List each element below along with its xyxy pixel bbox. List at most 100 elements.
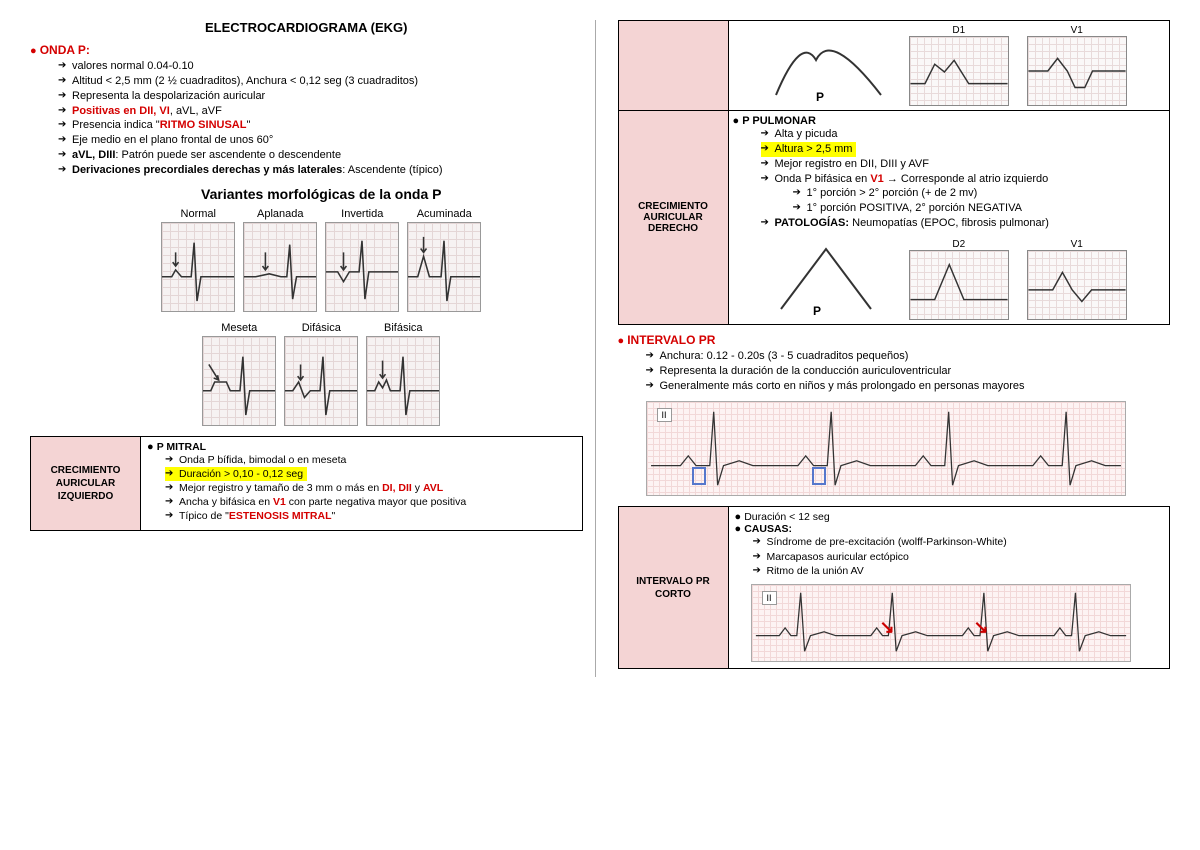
list-item: Ancha y bifásica en V1 con parte negativ… [165, 495, 576, 509]
list-item: 1° porción POSITIVA, 2° porción NEGATIVA [793, 201, 1166, 216]
intervalo-pr-heading: INTERVALO PR [618, 333, 1171, 347]
lead-label: V1 [1027, 25, 1127, 36]
list-item: Generalmente más corto en niños y más pr… [646, 379, 1171, 394]
variant: Invertida [325, 208, 399, 312]
text: → Corresponde al atrio izquierdo [884, 173, 1048, 185]
ekg-thumbnail [1027, 36, 1127, 106]
red-text: ESTENOSIS MITRAL [229, 510, 332, 522]
text: , aVL, aVF [170, 105, 222, 117]
table-content-cell: Duración < 12 seg CAUSAS: Síndrome de pr… [729, 507, 1170, 668]
list-item: Típico de "ESTENOSIS MITRAL" [165, 509, 576, 523]
triple-ekg: P D1 V1 [733, 25, 1166, 106]
wave-diagram: P [771, 239, 891, 319]
lead-tag: II [762, 591, 777, 605]
crec-der-row-top: P D1 V1 [619, 21, 1170, 111]
table-label-cell: CRECIMIENTO AURICULAR IZQUIERDO [31, 437, 141, 530]
red-arrow-icon: ↘ [880, 617, 895, 638]
list-item: Onda P bífida, bimodal o en meseta [165, 453, 576, 467]
list-item: Presencia indica "RITMO SINUSAL" [58, 118, 583, 133]
list-item: Marcapasos auricular ectópico [753, 550, 1164, 564]
p-pulmonar-list: Alta y picuda Altura > 2,5 mm Mejor regi… [733, 127, 1166, 231]
variant-label: Meseta [202, 322, 276, 334]
left-column: ELECTROCARDIOGRAMA (EKG) ONDA P: valores… [30, 20, 596, 677]
list-item: Mejor registro y tamaño de 3 mm o más en… [165, 481, 576, 495]
crec-izq-table: CRECIMIENTO AURICULAR IZQUIERDO P MITRAL… [30, 436, 583, 531]
variant: Difásica [284, 322, 358, 426]
text: con parte negativa mayor que positiva [286, 496, 466, 508]
variants-title: Variantes morfológicas de la onda P [60, 186, 583, 202]
bold-text: PATOLOGÍAS: [775, 217, 850, 229]
text: y [412, 482, 423, 494]
p-mitral-list: Onda P bífida, bimodal o en meseta Durac… [147, 453, 576, 524]
ekg-mini-labeled: D1 [909, 25, 1009, 106]
list-item: Positivas en DII, VI, aVL, aVF [58, 104, 583, 119]
variant-label: Aplanada [243, 208, 317, 220]
empty-label-cell [619, 21, 729, 110]
p-pulmonar-head: P PULMONAR [733, 115, 1166, 127]
triple-ekg: P D2 V1 [733, 239, 1166, 320]
p-label: P [816, 90, 824, 104]
ekg-thumbnail [284, 336, 358, 426]
p-label: P [813, 304, 821, 318]
variant-label: Invertida [325, 208, 399, 220]
ekg-mini-labeled: V1 [1027, 25, 1127, 106]
text: Presencia indica " [72, 119, 160, 131]
variants-row-2: Meseta Difásica Bifásica [60, 322, 583, 426]
list-item: aVL, DIII: Patrón puede ser ascendente o… [58, 148, 583, 163]
red-text: V1 [273, 496, 286, 508]
ekg-thumbnail [407, 222, 481, 312]
ekg-mini-labeled: D2 [909, 239, 1009, 320]
variant: Normal [161, 208, 235, 312]
red-text: DI, DII [382, 482, 412, 494]
variant-label: Difásica [284, 322, 358, 334]
lead-label: D1 [909, 25, 1009, 36]
variant-label: Bifásica [366, 322, 440, 334]
intervalo-pr-section: INTERVALO PR Anchura: 0.12 - 0.20s (3 - … [618, 333, 1171, 497]
variant-label: Normal [161, 208, 235, 220]
crec-der-row-mid: CRECIMIENTO AURICULAR DERECHO P PULMONAR… [619, 111, 1170, 324]
lead-label: V1 [1027, 239, 1127, 250]
img-cell: P D1 V1 [729, 21, 1170, 110]
text: Duración < 12 seg [735, 511, 1164, 523]
table-label-cell: INTERVALO PR CORTO [619, 507, 729, 668]
onda-p-heading: ONDA P: [30, 43, 583, 57]
bold-text: aVL, DIII [72, 149, 115, 161]
ekg-strip: II [646, 401, 1126, 496]
variant: Meseta [202, 322, 276, 426]
intervalo-pr-list: Anchura: 0.12 - 0.20s (3 - 5 cuadraditos… [618, 349, 1171, 394]
onda-p-list: valores normal 0.04-0.10 Altitud < 2,5 m… [30, 59, 583, 178]
red-text: Positivas en DII, VI [72, 105, 170, 117]
page-title: ELECTROCARDIOGRAMA (EKG) [30, 20, 583, 35]
lead-label: D2 [909, 239, 1009, 250]
text: Típico de " [179, 510, 229, 522]
variant-label: Acuminada [407, 208, 481, 220]
list-item: Altitud < 2,5 mm (2 ½ cuadraditos), Anch… [58, 74, 583, 89]
list-item: valores normal 0.04-0.10 [58, 59, 583, 74]
list-item: Síndrome de pre-excitación (wolff-Parkin… [753, 535, 1164, 549]
variants-figure: Variantes morfológicas de la onda P Norm… [60, 186, 583, 426]
causas-head: CAUSAS: [735, 523, 1164, 535]
variant: Aplanada [243, 208, 317, 312]
table-content-cell: P PULMONAR Alta y picuda Altura > 2,5 mm… [729, 111, 1170, 324]
ekg-thumbnail [909, 36, 1009, 106]
table-label-cell: CRECIMIENTO AURICULAR DERECHO [619, 111, 729, 324]
list-item: Eje medio en el plano frontal de unos 60… [58, 133, 583, 148]
page: ELECTROCARDIOGRAMA (EKG) ONDA P: valores… [30, 20, 1170, 677]
red-arrow-icon: ↘ [974, 617, 989, 638]
right-column: P D1 V1 CRECIMIENTO AURICULAR DERE [614, 20, 1171, 677]
ekg-thumbnail [325, 222, 399, 312]
list-item: Ritmo de la unión AV [753, 564, 1164, 578]
variant: Bifásica [366, 322, 440, 426]
text: " [246, 119, 250, 131]
red-text: AVL [423, 482, 443, 494]
list-item: Representa la duración de la conducción … [646, 364, 1171, 379]
list-item: Mejor registro en DII, DIII y AVF [761, 157, 1166, 172]
ekg-thumbnail [1027, 250, 1127, 320]
red-text: RITMO SINUSAL [160, 119, 247, 131]
text: Onda P bifásica en [775, 173, 871, 185]
ekg-strip: II ↘ ↘ [751, 584, 1131, 662]
text: Neumopatías (EPOC, fibrosis pulmonar) [849, 217, 1049, 229]
list-item: Onda P bifásica en V1 → Corresponde al a… [761, 172, 1166, 217]
list-item: Representa la despolarización auricular [58, 89, 583, 104]
text: Mejor registro y tamaño de 3 mm o más en [179, 482, 382, 494]
